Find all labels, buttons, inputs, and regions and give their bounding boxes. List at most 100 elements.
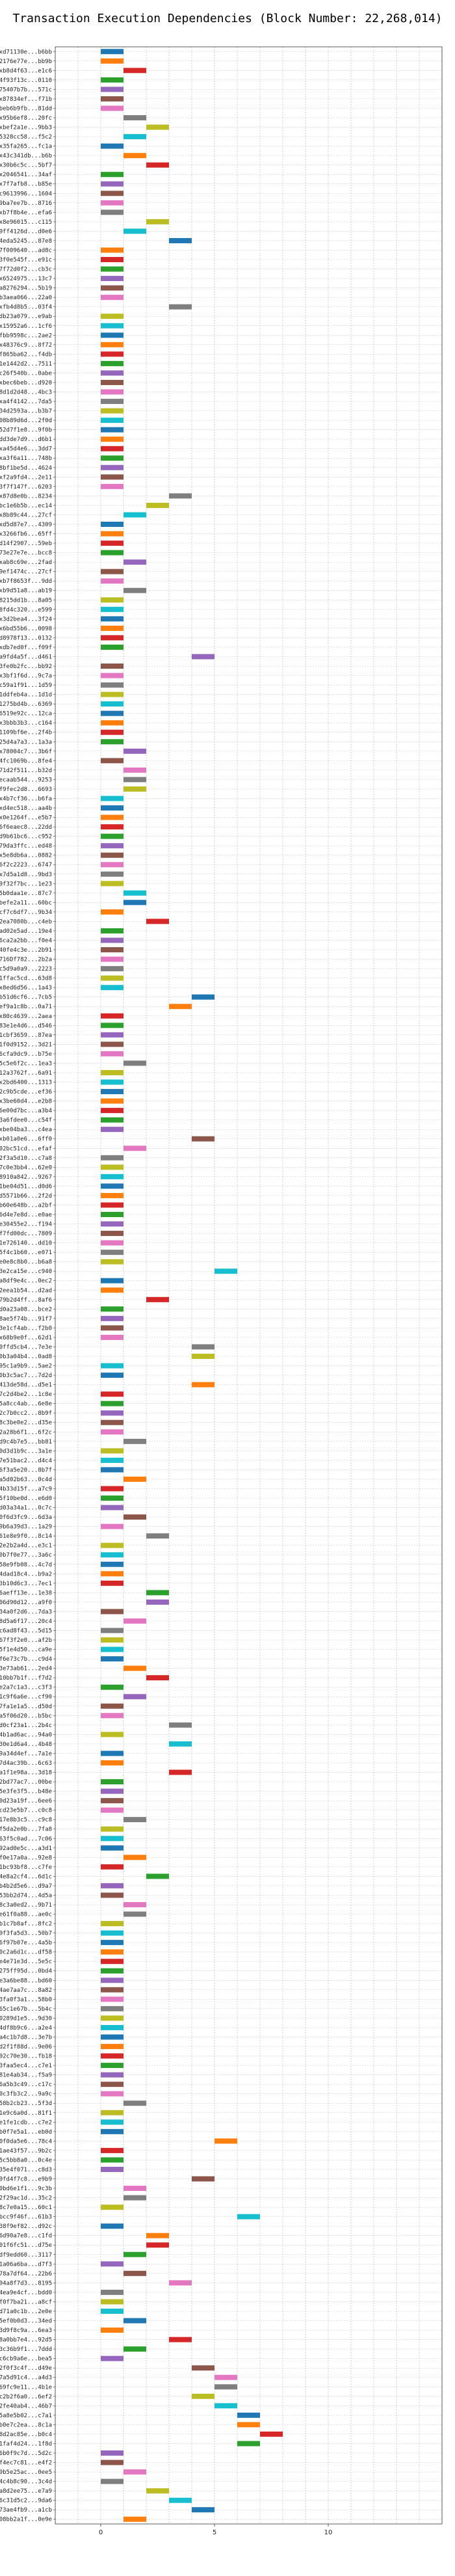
y-tick-label: 0x6d4e7e8d...e0ae bbox=[0, 1212, 52, 1218]
y-tick-label: 0xd71130e...b6bb bbox=[0, 49, 52, 55]
bar bbox=[169, 1741, 192, 1747]
y-tick-label: 0xb01a0e6...6ff0 bbox=[0, 1136, 52, 1143]
y-tick-label: 0x8bf1be5d...4624 bbox=[0, 465, 52, 472]
y-tick-label: 0xa1f1e98a...3d18 bbox=[0, 1770, 52, 1777]
bar bbox=[101, 956, 124, 962]
bar bbox=[101, 691, 124, 697]
y-tick-label: 0xa5f06d20...b5bc bbox=[0, 1713, 52, 1719]
bar bbox=[101, 1259, 124, 1265]
y-tick-label: 0x4eda5245...87e8 bbox=[0, 238, 52, 245]
bar bbox=[192, 2393, 214, 2399]
bar bbox=[101, 1013, 124, 1019]
bar bbox=[101, 2460, 124, 2465]
y-tick-label: 0x3fa0f3a1...58b0 bbox=[0, 1996, 52, 2003]
bar bbox=[101, 257, 124, 263]
bar bbox=[124, 512, 146, 518]
y-tick-label: 0xc6ad8f43...5d15 bbox=[0, 1628, 52, 1635]
y-tick-label: 0xc59a1f91...1d59 bbox=[0, 682, 52, 689]
bar bbox=[101, 1278, 124, 1283]
bar bbox=[237, 2412, 260, 2418]
bar bbox=[101, 191, 124, 196]
y-tick-label: 0x4b33d15f...a7c9 bbox=[0, 1486, 52, 1492]
y-tick-label: 0x8c7e0a15...60c1 bbox=[0, 2205, 52, 2211]
y-tick-label: 0xe4e71e3d...5e5c bbox=[0, 1959, 52, 1965]
y-tick-label: 0xa8df9e4c...0ec2 bbox=[0, 1278, 52, 1285]
y-tick-label: 0xb3aea066...22a0 bbox=[0, 295, 52, 301]
y-tick-label: 0x79da3ffc...ed48 bbox=[0, 843, 52, 850]
y-tick-label: 0x1e9c6a0d...81f1 bbox=[0, 2110, 52, 2117]
bar bbox=[101, 1826, 124, 1832]
bar bbox=[101, 1892, 124, 1898]
bar bbox=[192, 1382, 214, 1388]
y-tick-label: 0x4ae7aa7c...8a82 bbox=[0, 1987, 52, 1994]
bar bbox=[101, 550, 124, 556]
y-tick-label: 0x2bd6400...1313 bbox=[0, 1080, 52, 1086]
bar bbox=[101, 2044, 124, 2050]
bar bbox=[101, 720, 124, 726]
y-tick-label: 0xc26f540b...0abe bbox=[0, 370, 52, 377]
y-tick-label: 0x3f0e545f...e91c bbox=[0, 257, 52, 263]
y-tick-label: 0x9fd4f7c8...e9b9 bbox=[0, 2176, 52, 2182]
y-tick-label: 0xb8d4f63...e1c6 bbox=[0, 68, 52, 74]
y-tick-label: 0x01f6fc51...d75e bbox=[0, 2242, 52, 2249]
y-tick-label: 0x3f7f147f...6203 bbox=[0, 484, 52, 490]
y-tick-label: 0x8d1d2d48...4bc3 bbox=[0, 390, 52, 396]
bar bbox=[101, 2450, 124, 2456]
bar bbox=[146, 1590, 169, 1596]
y-tick-label: 0x2fe40ab4...46b7 bbox=[0, 2403, 52, 2409]
bar bbox=[192, 2176, 214, 2182]
bar bbox=[124, 587, 146, 593]
y-tick-label: 0x3fe0b2fc...bb92 bbox=[0, 664, 52, 670]
bar bbox=[124, 559, 146, 565]
bar bbox=[101, 1041, 124, 1047]
bar bbox=[101, 985, 124, 991]
y-tick-label: 0x6f3a5e20...8b7f bbox=[0, 1467, 52, 1473]
bar bbox=[101, 947, 124, 953]
y-tick-label: 0x68b9e0f...62d1 bbox=[0, 1335, 52, 1341]
y-tick-label: 0x0b3a04b4...0ad8 bbox=[0, 1354, 52, 1360]
y-tick-label: 0x5328cc58...f5c2 bbox=[0, 134, 52, 141]
bar bbox=[146, 2488, 169, 2494]
bar bbox=[192, 2507, 214, 2513]
bar bbox=[101, 1315, 124, 1321]
y-tick-label: 0x3faa5ec4...c7e1 bbox=[0, 2063, 52, 2069]
bar bbox=[260, 2431, 283, 2437]
y-tick-label: 0xb9d51a8...ab19 bbox=[0, 588, 52, 595]
y-tick-label: 0xbc1e6b5b...ec14 bbox=[0, 503, 52, 509]
bar bbox=[101, 1930, 124, 1936]
bar bbox=[101, 1732, 124, 1737]
y-tick-label: 0x8a0bb7e4...92d5 bbox=[0, 2337, 52, 2344]
y-tick-label: 0xb4b2d5e6...d9a7 bbox=[0, 1883, 52, 1890]
bar bbox=[101, 2328, 124, 2333]
bar bbox=[124, 2346, 146, 2352]
y-tick-label: 0x5c5bb8a0...0c4e bbox=[0, 2157, 52, 2164]
bar bbox=[101, 739, 124, 745]
y-tick-label: 0x94a8f7d3...8195 bbox=[0, 2280, 52, 2287]
y-tick-label: 0x1275bd4b...6369 bbox=[0, 701, 52, 708]
bar bbox=[101, 483, 124, 489]
bar bbox=[101, 569, 124, 574]
bar bbox=[124, 1514, 146, 1520]
y-tick-label: 0x4e8a2cf4...6d1c bbox=[0, 1873, 52, 1880]
y-tick-label: 0xa4f4142...7da5 bbox=[0, 399, 52, 405]
y-tick-label: 0xab8c69e...2fad bbox=[0, 559, 52, 566]
y-tick-label: 0x92ad0e5c...a3d1 bbox=[0, 1845, 52, 1852]
bar bbox=[101, 105, 124, 111]
bar bbox=[101, 1448, 124, 1454]
y-tick-label: 0x35e4f071...c8d3 bbox=[0, 2167, 52, 2173]
bar bbox=[101, 871, 124, 877]
bar bbox=[101, 332, 124, 338]
bar bbox=[101, 541, 124, 546]
y-tick-label: 0xbec6beb...d920 bbox=[0, 380, 52, 386]
bar bbox=[101, 758, 124, 764]
y-tick-label: 0xc6cb9a6e...bea5 bbox=[0, 2356, 52, 2363]
y-tick-label: 0x7e51bac2...d4c4 bbox=[0, 1458, 52, 1464]
y-tick-label: 0x8e96015...c115 bbox=[0, 219, 52, 226]
y-tick-label: 0x63f5c0ad...7c06 bbox=[0, 1836, 52, 1842]
y-tick-label: 0x1109bf6e...2f4b bbox=[0, 730, 52, 736]
bar bbox=[101, 2299, 124, 2305]
bar bbox=[101, 1552, 124, 1558]
bar bbox=[101, 937, 124, 943]
y-tick-label: 0x58e9fb08...4c7d bbox=[0, 1562, 52, 1568]
y-tick-label: 0x08bb2a1f...0e9e bbox=[0, 2517, 52, 2523]
